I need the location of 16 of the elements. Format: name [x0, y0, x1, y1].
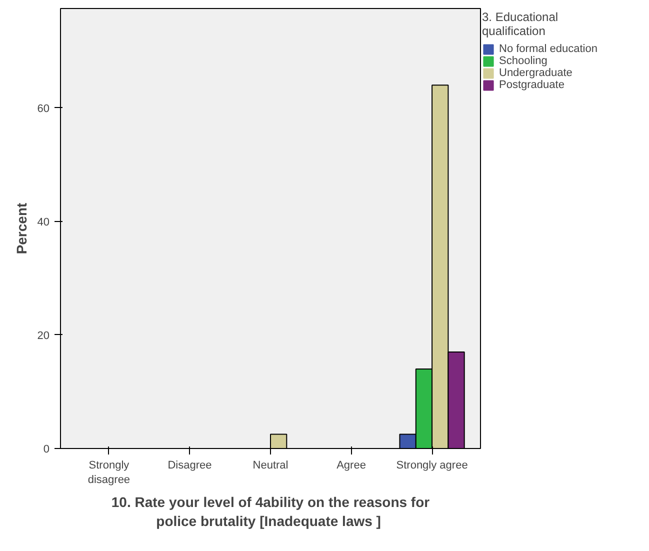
y-tick-label: 40	[37, 216, 50, 228]
x-tick-label: Strongly disagree	[88, 460, 130, 486]
x-tick-label: Disagree	[168, 460, 212, 472]
y-tick-label: 20	[37, 330, 50, 342]
legend-title: 3. Educational qualification	[482, 10, 560, 38]
y-tick-label: 60	[37, 102, 50, 115]
y-axis-title: Percent	[13, 202, 30, 254]
x-tick-label: Agree	[336, 460, 366, 472]
legend-label: Postgraduate	[499, 79, 564, 91]
x-tick-label: Neutral	[252, 460, 288, 472]
legend-label: No formal education	[499, 43, 598, 55]
legend-label: Undergraduate	[499, 67, 572, 79]
x-axis-title: 10. Rate your level of 4ability on the reasons for police brutality [Inadequate laws ]	[111, 494, 430, 530]
legend-label: Schooling	[499, 55, 548, 67]
x-tick-label: Strongly agree	[396, 460, 468, 472]
y-tick-label: 0	[43, 444, 50, 456]
